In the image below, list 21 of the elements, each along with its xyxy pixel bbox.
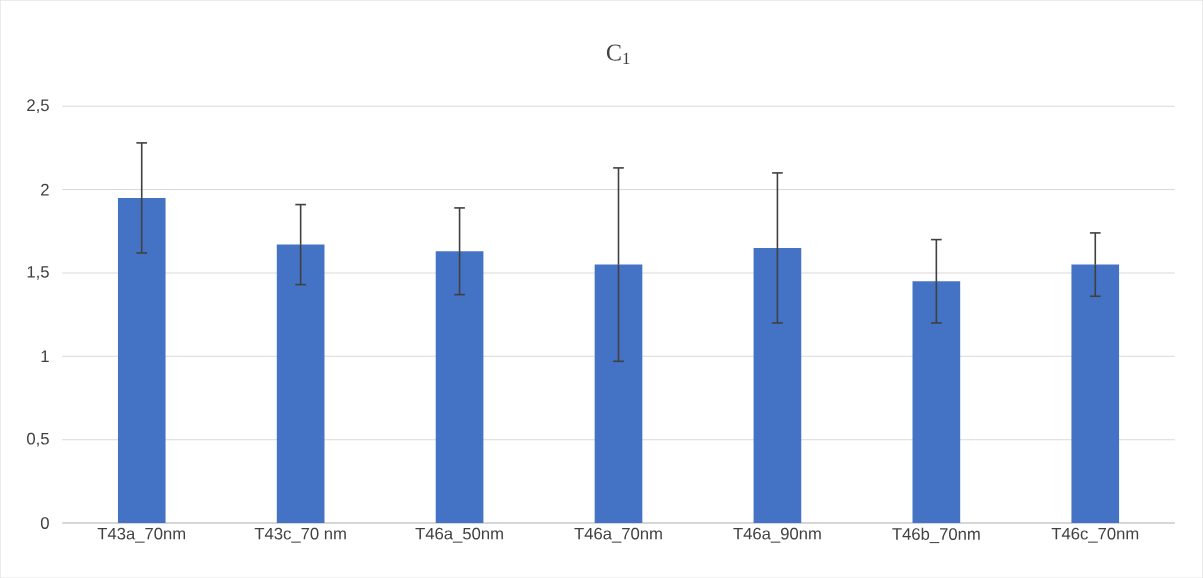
y-tick-label: 2,5 <box>27 99 49 113</box>
bar <box>594 264 643 523</box>
bar <box>912 281 961 523</box>
x-tick-label: T43a_70nm <box>97 527 186 543</box>
x-tick-label: T46a_90nm <box>733 527 821 543</box>
x-tick-label: T46c_70nm <box>1051 527 1139 543</box>
bar <box>117 197 166 523</box>
x-tick-label: T46b_70nm <box>892 527 980 543</box>
y-tick-label: 2 <box>41 183 49 196</box>
bar <box>753 247 802 523</box>
bar <box>435 251 484 523</box>
chart-title: C$_{1}$ <box>606 44 630 64</box>
bar <box>1071 264 1120 523</box>
x-tick-label: T46a_50nm <box>415 527 503 543</box>
y-tick-label: 0,5 <box>27 432 49 447</box>
y-tick-label: 1 <box>41 350 49 362</box>
y-tick-label: 1,5 <box>27 266 49 280</box>
x-tick-label: T46a_70nm <box>574 527 662 543</box>
x-tick-label: T43c_70 nm <box>254 527 346 543</box>
y-tick-label: 0 <box>40 517 49 529</box>
bar <box>276 244 325 523</box>
